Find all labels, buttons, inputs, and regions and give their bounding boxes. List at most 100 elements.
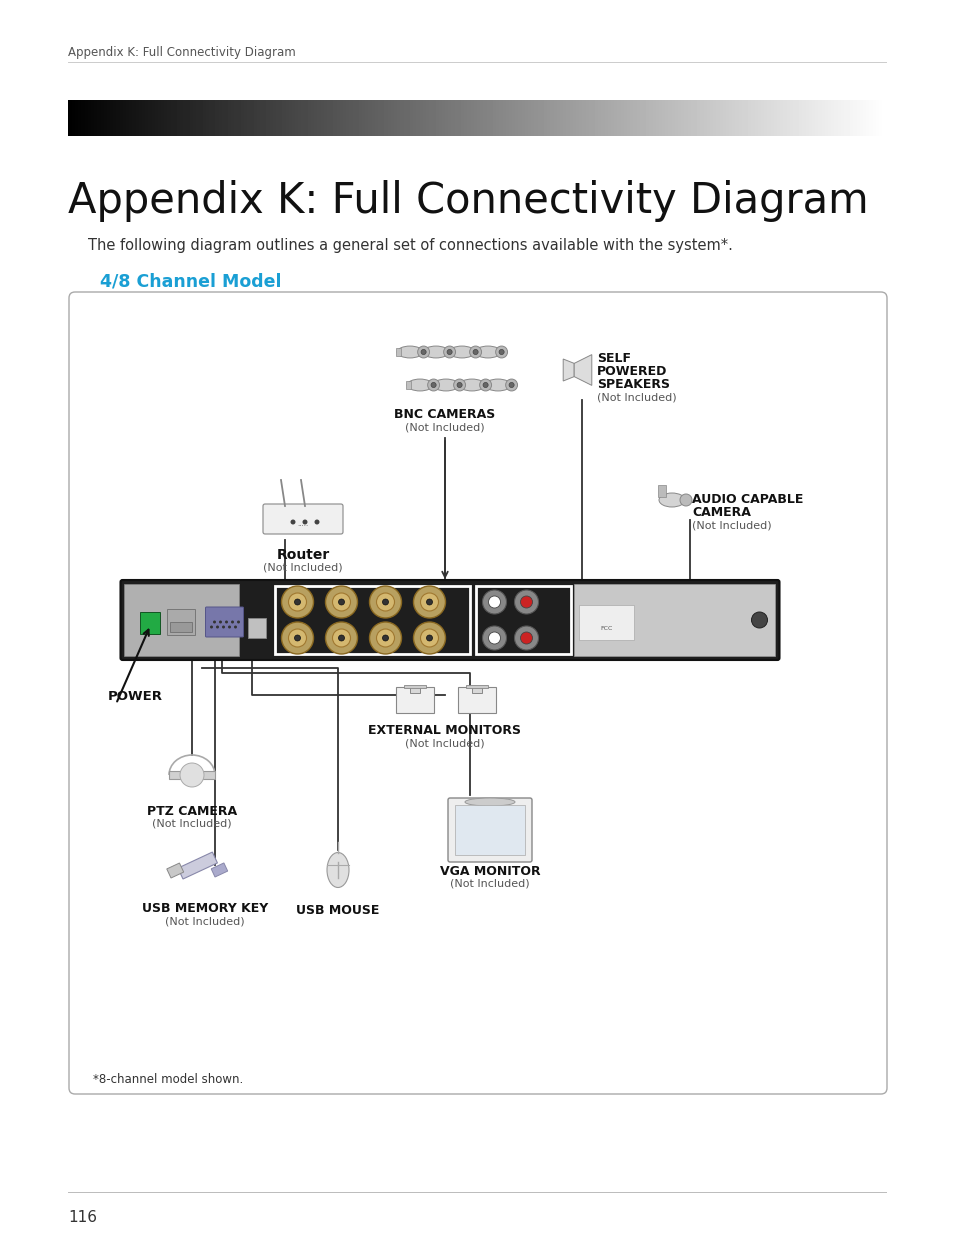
Ellipse shape xyxy=(327,852,349,888)
Circle shape xyxy=(454,379,465,391)
Circle shape xyxy=(426,635,432,641)
Circle shape xyxy=(325,622,357,655)
Bar xyxy=(275,585,470,655)
Text: The following diagram outlines a general set of connections available with the s: The following diagram outlines a general… xyxy=(88,238,732,253)
Circle shape xyxy=(482,590,506,614)
Ellipse shape xyxy=(407,379,433,391)
Circle shape xyxy=(225,620,228,624)
Bar xyxy=(458,380,463,389)
Circle shape xyxy=(479,379,491,391)
Circle shape xyxy=(294,635,300,641)
Bar xyxy=(178,852,217,879)
Text: VGA MONITOR: VGA MONITOR xyxy=(439,864,539,878)
Circle shape xyxy=(473,350,477,354)
Circle shape xyxy=(751,613,767,629)
Circle shape xyxy=(281,585,314,618)
Circle shape xyxy=(447,350,452,354)
Bar xyxy=(406,380,411,389)
Text: (Not Included): (Not Included) xyxy=(152,819,232,829)
Text: (Not Included): (Not Included) xyxy=(405,424,484,433)
Bar xyxy=(578,605,634,640)
Circle shape xyxy=(505,379,517,391)
Ellipse shape xyxy=(659,493,684,508)
Circle shape xyxy=(514,590,537,614)
Bar xyxy=(483,798,496,810)
Bar xyxy=(140,613,160,634)
Circle shape xyxy=(281,622,314,655)
Text: SPEAKERS: SPEAKERS xyxy=(597,378,669,391)
Circle shape xyxy=(382,635,388,641)
Bar xyxy=(403,684,426,688)
Circle shape xyxy=(679,494,691,506)
Circle shape xyxy=(456,383,461,388)
Bar xyxy=(211,863,228,877)
Bar xyxy=(457,687,496,714)
Circle shape xyxy=(180,763,204,787)
Ellipse shape xyxy=(423,346,448,358)
Circle shape xyxy=(215,625,219,629)
Circle shape xyxy=(469,346,481,358)
Circle shape xyxy=(382,599,388,605)
Circle shape xyxy=(498,350,503,354)
Text: SELF: SELF xyxy=(597,352,630,366)
Ellipse shape xyxy=(433,379,458,391)
Bar xyxy=(169,771,214,779)
Circle shape xyxy=(233,625,236,629)
Circle shape xyxy=(236,620,240,624)
Circle shape xyxy=(509,383,514,388)
Bar xyxy=(484,380,489,389)
Ellipse shape xyxy=(396,346,422,358)
Text: Appendix K: Full Connectivity Diagram: Appendix K: Full Connectivity Diagram xyxy=(68,46,295,59)
Bar xyxy=(448,348,453,356)
Circle shape xyxy=(314,520,319,525)
Circle shape xyxy=(325,585,357,618)
Circle shape xyxy=(288,593,306,611)
Text: (Not Included): (Not Included) xyxy=(691,521,771,531)
Circle shape xyxy=(482,626,506,650)
Bar xyxy=(168,609,195,635)
Circle shape xyxy=(426,599,432,605)
Text: 4/8 Channel Model: 4/8 Channel Model xyxy=(100,272,281,290)
Circle shape xyxy=(333,629,350,647)
Circle shape xyxy=(376,629,395,647)
Bar xyxy=(455,805,524,855)
Text: PTZ CAMERA: PTZ CAMERA xyxy=(147,805,236,818)
Ellipse shape xyxy=(475,346,500,358)
Bar xyxy=(432,380,437,389)
Circle shape xyxy=(219,620,222,624)
Circle shape xyxy=(520,632,532,643)
Circle shape xyxy=(488,632,500,643)
Circle shape xyxy=(413,622,445,655)
Circle shape xyxy=(443,346,456,358)
Text: .....: ..... xyxy=(297,521,309,527)
Text: (Not Included): (Not Included) xyxy=(450,879,529,889)
Text: Appendix K: Full Connectivity Diagram: Appendix K: Full Connectivity Diagram xyxy=(68,180,868,222)
Bar xyxy=(474,348,479,356)
Circle shape xyxy=(520,597,532,608)
Circle shape xyxy=(231,620,233,624)
Circle shape xyxy=(333,593,350,611)
Circle shape xyxy=(291,520,295,525)
Circle shape xyxy=(213,620,215,624)
Circle shape xyxy=(417,346,429,358)
Text: USB MOUSE: USB MOUSE xyxy=(296,904,379,918)
Text: POWER: POWER xyxy=(108,690,163,703)
Text: POWERED: POWERED xyxy=(597,366,667,378)
Circle shape xyxy=(427,379,439,391)
Bar xyxy=(395,687,434,714)
Ellipse shape xyxy=(485,379,510,391)
Text: AUDIO CAPABLE: AUDIO CAPABLE xyxy=(691,493,802,506)
Bar xyxy=(248,618,266,638)
FancyBboxPatch shape xyxy=(448,798,532,862)
Circle shape xyxy=(338,635,344,641)
FancyBboxPatch shape xyxy=(205,606,243,637)
Circle shape xyxy=(413,585,445,618)
Text: EXTERNAL MONITORS: EXTERNAL MONITORS xyxy=(368,724,521,737)
Circle shape xyxy=(228,625,231,629)
Text: BNC CAMERAS: BNC CAMERAS xyxy=(394,408,496,421)
Circle shape xyxy=(302,520,307,525)
Circle shape xyxy=(376,593,395,611)
Circle shape xyxy=(496,346,507,358)
Text: (Not Included): (Not Included) xyxy=(263,562,342,572)
Bar xyxy=(422,348,427,356)
